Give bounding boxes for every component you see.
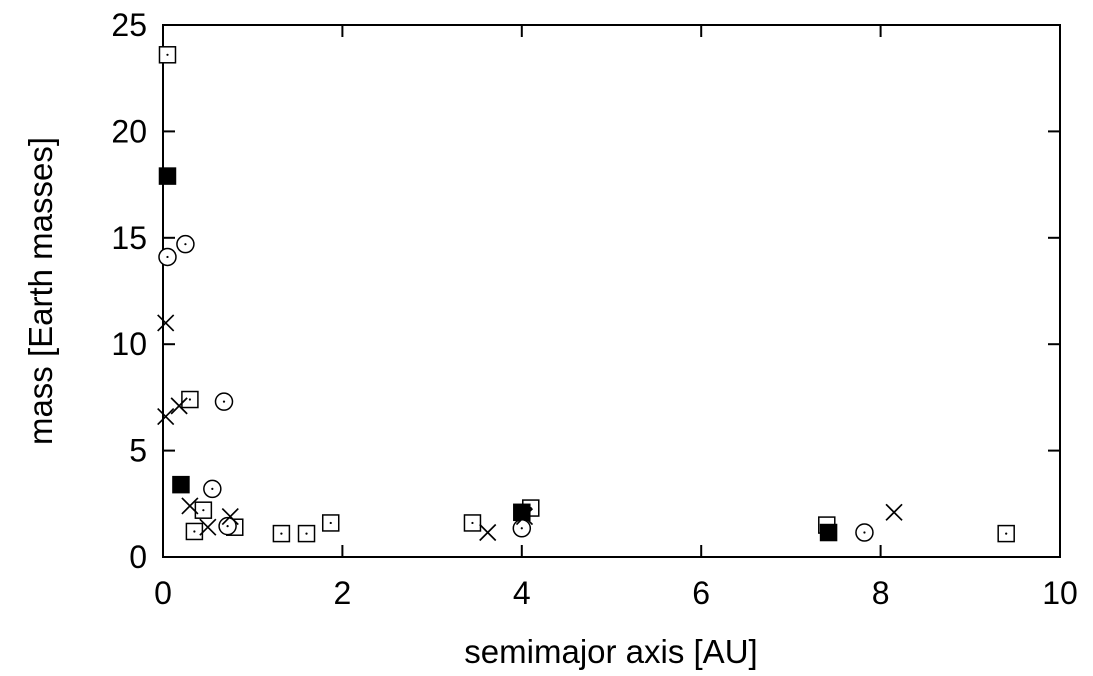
cross-point: [221, 507, 239, 526]
x-tick-labels: 0 2 4 6 8 10: [154, 575, 1078, 611]
x-tick-label: 8: [872, 575, 890, 611]
x-tick-label: 2: [334, 575, 352, 611]
filled-square-point: [158, 167, 177, 185]
cross-point: [157, 407, 175, 426]
y-tick-label: 5: [129, 433, 147, 469]
circle-dot-point: [214, 392, 234, 411]
circle-dot-point: [218, 516, 237, 536]
circle-dot-point: [158, 247, 177, 267]
cross-point: [515, 507, 534, 526]
y-tick-labels: 0 5 10 15 20 25: [111, 7, 147, 575]
y-tick-label: 20: [111, 113, 147, 149]
y-tick-label: 0: [129, 539, 147, 575]
cross-point: [157, 314, 175, 332]
y-tick-label: 10: [111, 326, 147, 362]
circle-dot-point: [203, 479, 222, 499]
x-tick-label: 0: [154, 575, 172, 611]
x-tick-label: 10: [1042, 575, 1078, 611]
x-tick-label: 6: [692, 575, 710, 611]
open-square-dot-point: [997, 524, 1015, 543]
data-points: [157, 46, 1015, 543]
filled-square-point: [819, 523, 838, 542]
filled-square-point: [172, 475, 190, 494]
filled-square-point: [513, 503, 531, 522]
open-square-dot-point: [272, 524, 291, 543]
cross-point: [479, 523, 497, 542]
cross-point: [885, 503, 903, 521]
plot-frame: [162, 24, 1061, 558]
open-square-dot-point: [194, 501, 213, 519]
y-tick-label: 15: [111, 220, 147, 256]
cross-point: [170, 397, 188, 415]
cross-point: [181, 497, 199, 515]
open-square-dot-point: [463, 514, 482, 532]
axis-ticks: [162, 24, 1061, 558]
y-tick-label: 25: [111, 7, 147, 43]
y-axis-label: mass [Earth masses]: [22, 137, 59, 445]
cross-point: [199, 518, 217, 536]
open-square-dot-point: [297, 524, 316, 543]
circle-dot-point: [855, 523, 874, 542]
circle-dot-point: [512, 519, 532, 538]
open-square-dot-point: [185, 522, 204, 541]
x-tick-label: 4: [513, 575, 531, 611]
open-square-dot-point: [321, 514, 340, 532]
circle-dot-point: [176, 234, 195, 254]
x-axis-label: semimajor axis [AU]: [464, 633, 757, 670]
open-square-dot-point: [158, 46, 177, 64]
open-square-dot-point: [181, 390, 199, 409]
